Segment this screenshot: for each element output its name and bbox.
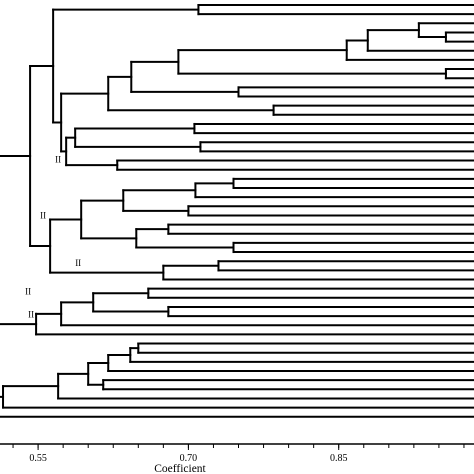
x-axis: 0.55 0.70 0.85 [0,443,474,464]
x-tick-label: 0.85 [330,453,348,464]
cluster-label-ii: II [40,210,46,220]
dendrogram-tree [0,4,474,418]
cluster-labels: II II II II II [25,155,81,320]
x-axis-title: Coefficient [154,463,206,474]
x-tick-label: 0.55 [29,453,47,464]
cluster-label-ii: II [55,155,61,165]
cluster-label-ii: II [25,286,31,296]
cluster-label-ii: II [28,309,34,319]
x-tick-label: 0.70 [180,453,198,464]
cluster-label-ii: II [75,258,81,268]
